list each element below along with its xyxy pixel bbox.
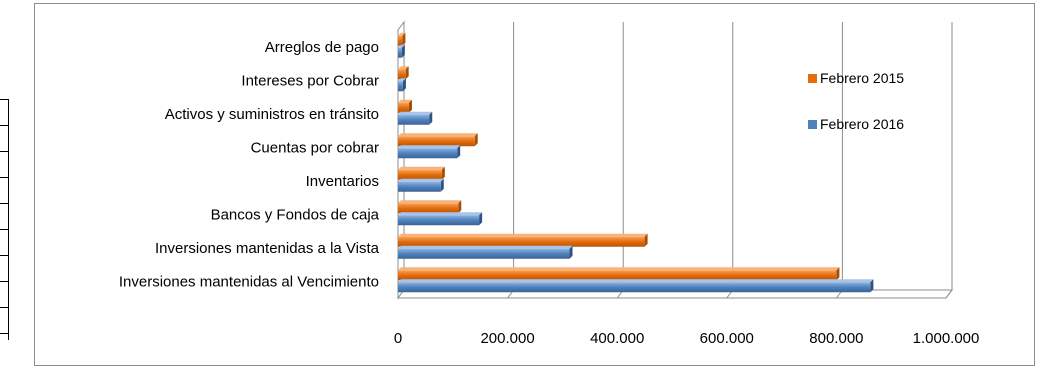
bar-top-face — [398, 233, 648, 237]
category-label: Inversiones mantenidas al Vencimiento — [119, 273, 379, 290]
bar — [398, 32, 406, 46]
legend-label: Febrero 2016 — [820, 116, 904, 132]
bar-top-face — [398, 166, 445, 170]
bar-front-face — [398, 69, 406, 80]
category-label: Bancos y Fondos de caja — [211, 206, 380, 223]
bar-front-face — [398, 47, 402, 58]
bar-top-face — [398, 99, 412, 103]
legend: Febrero 2015 Febrero 2016 — [808, 70, 904, 132]
bar-front-face — [398, 270, 837, 281]
bar-top-face — [398, 66, 409, 70]
bar — [398, 178, 444, 192]
bar-end-face — [441, 166, 445, 180]
bar-top-face — [398, 245, 573, 249]
bars — [398, 32, 874, 293]
bar-end-face — [401, 44, 405, 58]
bar — [398, 267, 840, 281]
bar — [398, 145, 461, 159]
bar-end-face — [440, 178, 444, 192]
x-tick-label: 200.000 — [480, 330, 534, 347]
bar-front-face — [398, 203, 459, 214]
bar-end-face — [402, 78, 406, 92]
bar-top-face — [398, 212, 483, 216]
bar-front-face — [398, 215, 480, 226]
bar — [398, 66, 409, 80]
x-tick-label: 800.000 — [809, 330, 863, 347]
category-label: Activos y suministros en tránsito — [165, 106, 379, 123]
bar-end-face — [569, 245, 573, 259]
bar — [398, 133, 478, 147]
x-axis-tick-labels: 0 200.000 400.000 600.000 800.000 1.000.000 — [394, 330, 980, 347]
category-label: Inversiones mantenidas a la Vista — [155, 240, 380, 257]
bar-front-face — [398, 102, 409, 113]
bar — [398, 245, 573, 259]
chart-frame — [34, 3, 1035, 366]
bar-front-face — [398, 114, 430, 125]
bar-front-face — [398, 81, 403, 92]
bar-end-face — [836, 267, 840, 281]
bar-end-face — [402, 32, 406, 46]
x-tick-label: 600.000 — [700, 330, 754, 347]
x-tick-label: 0 — [394, 330, 402, 347]
bar-front-face — [398, 35, 403, 46]
bar-end-face — [408, 99, 412, 113]
bar-end-face — [870, 279, 874, 293]
category-label: Arreglos de pago — [265, 39, 379, 56]
bar-end-face — [457, 145, 461, 159]
category-label: Intereses por Cobrar — [241, 72, 379, 89]
bar-top-face — [398, 145, 461, 149]
bar — [398, 166, 445, 180]
bar-top-face — [398, 44, 405, 48]
bar-top-face — [398, 178, 444, 182]
bar-top-face — [398, 32, 406, 36]
category-label: Cuentas por cobrar — [251, 139, 379, 156]
bar-end-face — [644, 233, 648, 247]
bar-end-face — [479, 212, 483, 226]
bar — [398, 111, 433, 125]
gridline-floor — [945, 289, 953, 299]
bar — [398, 233, 648, 247]
bar — [398, 212, 483, 226]
category-label: Inventarios — [306, 173, 379, 190]
bar-front-face — [398, 181, 441, 192]
bar — [398, 78, 406, 92]
bar-end-face — [458, 200, 462, 214]
bar-top-face — [398, 279, 874, 283]
bar-end-face — [474, 133, 478, 147]
bar-top-face — [398, 78, 406, 82]
bar-top-face — [398, 133, 478, 137]
bar-top-face — [398, 200, 462, 204]
bar-front-face — [398, 136, 475, 147]
bar-front-face — [398, 236, 645, 247]
bar — [398, 44, 405, 58]
bar-front-face — [398, 248, 570, 259]
bar-front-face — [398, 148, 458, 159]
bar-front-face — [398, 169, 442, 180]
left-edge-table-fragment — [0, 99, 9, 340]
bar-top-face — [398, 111, 433, 115]
legend-swatch — [808, 74, 817, 83]
bar-end-face — [429, 111, 433, 125]
category-labels: Inversiones mantenidas al Vencimiento Inv… — [119, 39, 380, 291]
bar-front-face — [398, 282, 871, 293]
bar — [398, 99, 412, 113]
legend-label: Febrero 2015 — [820, 70, 904, 86]
bar — [398, 200, 462, 214]
x-tick-label: 1.000.000 — [913, 330, 980, 347]
bar — [398, 279, 874, 293]
bar-top-face — [398, 267, 840, 271]
x-tick-label: 400.000 — [590, 330, 644, 347]
bar-end-face — [405, 66, 409, 80]
legend-swatch — [808, 120, 817, 129]
